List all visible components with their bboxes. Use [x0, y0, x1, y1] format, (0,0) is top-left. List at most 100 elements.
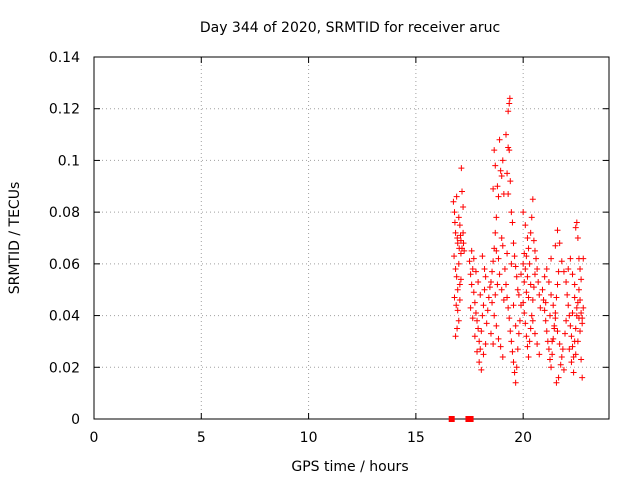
y-tick-label: 0.04 — [49, 309, 80, 325]
y-tick-label: 0.1 — [58, 153, 80, 169]
data-point — [511, 253, 518, 260]
plot-frame — [93, 56, 610, 420]
data-point — [491, 147, 498, 154]
data-point — [454, 307, 461, 314]
data-point — [521, 278, 528, 285]
data-point — [454, 235, 461, 241]
data-point — [572, 351, 579, 358]
data-point — [451, 219, 458, 226]
data-point — [498, 235, 505, 241]
data-point — [580, 255, 587, 262]
grid — [94, 57, 609, 419]
data-point — [541, 307, 548, 314]
y-tick-label: 0.06 — [49, 257, 80, 273]
data-point — [480, 351, 487, 358]
data-point — [563, 317, 570, 324]
data-point — [560, 268, 567, 275]
data-point — [572, 325, 579, 332]
x-tick-labels: 0 5 10 15 20 — [90, 430, 533, 446]
data-point — [520, 209, 527, 216]
data-point — [495, 193, 502, 200]
data-point — [545, 346, 552, 353]
data-point — [472, 309, 479, 316]
data-point — [558, 258, 565, 265]
data-point — [460, 240, 467, 247]
x-tick-label: 10 — [300, 430, 318, 446]
data-point — [520, 299, 527, 306]
data-point — [566, 346, 573, 353]
data-point — [476, 338, 483, 345]
data-point — [577, 328, 584, 335]
data-point — [469, 315, 476, 322]
data-point — [508, 209, 515, 216]
data-point — [557, 361, 564, 368]
data-point — [457, 250, 464, 257]
data-point — [527, 325, 534, 332]
data-point — [497, 167, 504, 174]
data-point — [458, 165, 465, 172]
data-point — [575, 286, 582, 293]
data-point — [574, 235, 581, 241]
data-point — [493, 247, 500, 254]
data-point — [467, 271, 474, 278]
data-point — [542, 299, 549, 306]
x-tick-label: 15 — [407, 430, 425, 446]
data-point — [548, 291, 555, 298]
data-point — [527, 229, 534, 236]
data-point — [468, 281, 475, 288]
data-point — [475, 278, 482, 285]
data-point — [492, 291, 499, 298]
data-point — [453, 193, 460, 200]
data-point — [546, 356, 553, 363]
data-point — [531, 271, 538, 278]
data-point — [508, 338, 515, 345]
data-point — [480, 302, 487, 309]
data-point — [457, 232, 464, 239]
data-point — [520, 260, 527, 267]
data-point — [567, 255, 574, 262]
data-point — [572, 224, 579, 231]
data-point — [452, 266, 459, 273]
data-point — [489, 268, 496, 275]
data-point — [492, 229, 499, 236]
data-point — [548, 364, 555, 371]
y-tick-label: 0.02 — [49, 360, 80, 376]
data-point — [497, 343, 504, 350]
data-point — [511, 369, 518, 376]
x-tick-label: 20 — [514, 430, 532, 446]
data-point — [493, 322, 500, 329]
data-point — [495, 335, 502, 342]
data-point — [468, 247, 475, 254]
data-point — [456, 281, 463, 288]
data-points — [448, 95, 587, 422]
data-point — [510, 302, 517, 309]
data-point — [524, 273, 531, 280]
data-point — [545, 278, 552, 285]
data-point — [469, 266, 476, 273]
data-point — [522, 222, 529, 229]
data-point — [482, 341, 489, 348]
data-point — [457, 237, 464, 244]
data-point — [505, 304, 512, 311]
data-point — [534, 266, 541, 273]
data-point — [491, 312, 498, 319]
data-point — [509, 219, 516, 226]
data-point — [490, 185, 497, 192]
data-point — [516, 317, 523, 324]
data-point — [551, 325, 558, 332]
data-point — [451, 294, 458, 301]
data-point — [578, 276, 585, 283]
data-point — [453, 273, 460, 280]
data-point — [539, 286, 546, 293]
data-point — [565, 302, 572, 309]
data-point — [529, 317, 536, 324]
data-point — [479, 312, 486, 319]
data-point — [460, 203, 467, 210]
data-point — [512, 263, 519, 270]
data-point — [550, 302, 557, 309]
data-point — [508, 260, 515, 267]
data-point — [529, 196, 536, 203]
data-point — [506, 315, 513, 322]
y-tick-label: 0 — [71, 412, 80, 428]
y-tick-label: 0.12 — [49, 102, 80, 118]
